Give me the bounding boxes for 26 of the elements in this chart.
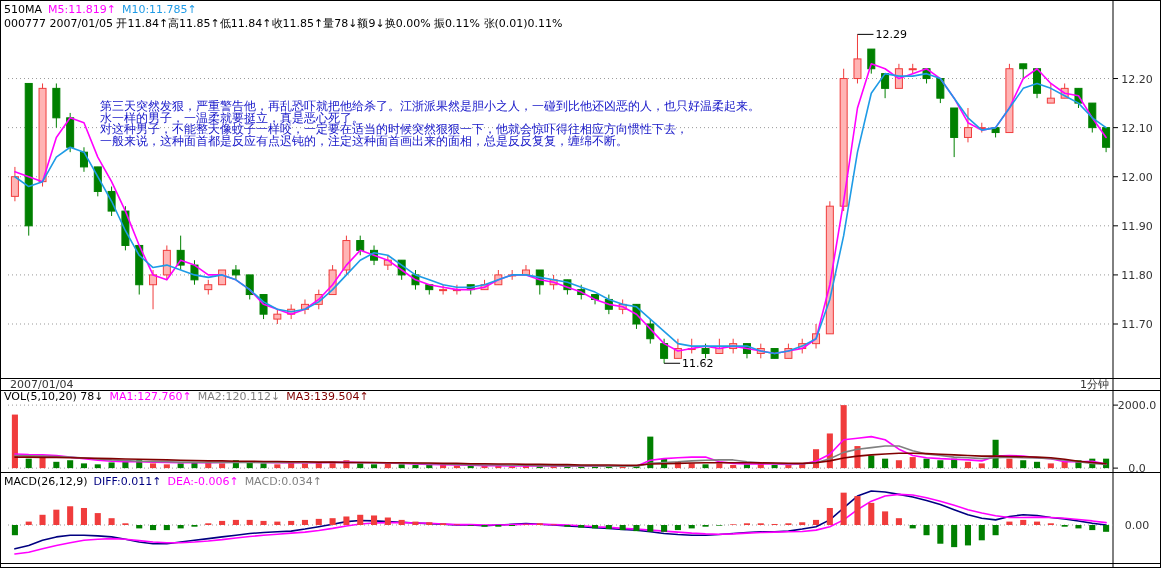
text: MA2:120.112↓ [197,390,281,403]
text: M5:11.819↑ [48,3,116,16]
annotation: 1分钟 [1080,378,1109,391]
text: MACD:0.034↑ [244,475,323,488]
y-tick-label: 11.80 [1121,268,1153,282]
annotation: 12.29 [875,28,907,42]
text: 0.00 [1124,519,1150,532]
legend-title: 510MA [4,3,43,16]
y-tick-label: 11.70 [1121,318,1153,331]
y-tick-label: 2000.0 [1117,399,1157,413]
annotation: 2007/01/04 [10,378,74,391]
y-tick-label: 12.00 [1121,170,1153,184]
legend-title: VOL(5,10,20) 78↓ [4,390,104,403]
text: M10:11.785↑ [121,3,197,16]
text: MA1:127.760↑ [109,390,192,403]
text: 000777 2007/01/05 开11.84↑高11.85↑低11.84↑收11.85↑量78↓额9↓换0.00% 振0.11% 张(0.01)0.11% [4,17,563,30]
annotation: 11.62 [682,357,714,371]
y-tick-label: 12.20 [1121,72,1153,86]
y-tick-label: 12.10 [1121,121,1153,135]
annotation: 第三天突然发狠，严重警告他，再乱恐吓就把他给杀了。江浙派果然是胆小之人，一碰到比他还凶恶的人，也只好温柔起来。 [100,99,760,113]
y-tick-label: 0.0 [1128,462,1146,476]
y-tick-label: 11.90 [1121,219,1153,233]
legend-title: MACD(26,12,9) [4,475,88,488]
text: DEA:-0.006↑ [167,475,239,488]
text: DIFF:0.011↑ [93,475,162,488]
text: MA3:139.504↑ [286,390,369,403]
